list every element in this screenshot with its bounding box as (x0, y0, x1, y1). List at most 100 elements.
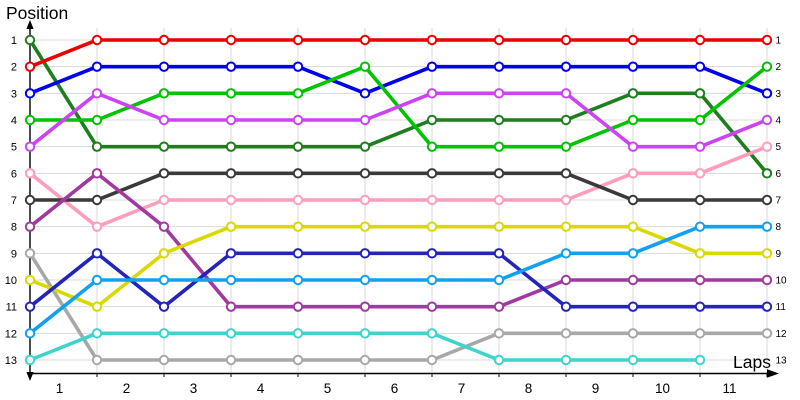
data-point-marker-yellow (359, 221, 371, 232)
data-point-marker-pink (694, 168, 706, 179)
data-point-marker-gray (359, 354, 371, 366)
data-point-marker-yellow (91, 301, 103, 312)
data-point-marker-red (24, 61, 36, 72)
data-point-marker-red (158, 34, 170, 46)
x-axis-arrow-icon (767, 369, 779, 378)
data-point-marker-navy (91, 248, 103, 259)
data-point-marker-dark-green (359, 141, 371, 152)
data-point-marker-blue (225, 61, 237, 72)
data-point-marker-navy (694, 301, 706, 312)
data-point-marker-magenta (359, 114, 371, 126)
data-point-marker-gray (91, 354, 103, 366)
data-point-marker-green (627, 114, 639, 126)
data-point-marker-magenta (560, 88, 572, 99)
data-point-marker-green (426, 141, 438, 152)
data-point-marker-dark-gray (359, 168, 371, 179)
data-point-marker-gray (24, 248, 36, 259)
data-point-marker-magenta (225, 114, 237, 126)
data-point-marker-blue (627, 61, 639, 72)
data-point-marker-dark-gray (627, 194, 639, 206)
data-point-marker-cyan (560, 354, 572, 366)
y-tick-label-right: 10 (776, 276, 788, 287)
y-axis-top-arrow-icon (26, 20, 34, 29)
data-point-marker-dark-gray (91, 194, 103, 206)
data-point-marker-blue (292, 61, 304, 72)
data-point-marker-dark-green (627, 88, 639, 99)
x-tick-label: 6 (391, 381, 399, 396)
y-tick-label-right: 3 (776, 89, 782, 100)
data-point-marker-green (694, 114, 706, 126)
y-tick-label-left: 11 (6, 302, 17, 314)
y-tick-label-right: 9 (776, 249, 782, 260)
y-tick-label-left: 13 (5, 355, 17, 367)
data-point-marker-purple (24, 221, 36, 232)
data-point-marker-light-blue (694, 221, 706, 232)
series-line-gray (28, 252, 767, 362)
x-tick-label: 3 (190, 381, 198, 396)
data-point-marker-yellow (761, 248, 773, 259)
data-point-marker-navy (225, 248, 237, 259)
data-point-marker-dark-green (91, 141, 103, 152)
x-tick-label: 11 (722, 381, 736, 396)
y-axis-title: Position (6, 3, 68, 23)
data-point-marker-magenta (694, 141, 706, 152)
data-point-marker-dark-green (761, 168, 773, 179)
data-point-marker-light-blue (426, 274, 438, 286)
data-point-marker-yellow (158, 248, 170, 259)
data-point-marker-dark-gray (761, 194, 773, 206)
y-tick-label-right: 4 (776, 116, 782, 127)
series-line-light-blue (28, 224, 767, 335)
data-point-marker-blue (694, 61, 706, 72)
y-tick-label-right: 12 (776, 329, 788, 340)
data-point-marker-dark-green (560, 114, 572, 126)
data-point-marker-green (225, 88, 237, 99)
y-tick-label-left: 1 (11, 35, 17, 47)
data-point-marker-magenta (91, 88, 103, 99)
data-point-marker-yellow (426, 221, 438, 232)
data-point-marker-green (292, 88, 304, 99)
data-point-marker-cyan (292, 328, 304, 339)
y-tick-label-right: 5 (776, 142, 782, 153)
data-point-marker-yellow (225, 221, 237, 232)
data-point-marker-purple (627, 274, 639, 286)
x-tick-label: 8 (525, 381, 533, 396)
y-tick-label-right: 13 (776, 356, 788, 367)
data-point-marker-light-blue (24, 328, 36, 339)
series-line-dark-gray (30, 171, 767, 202)
series-line-pink (28, 144, 768, 229)
data-point-marker-light-blue (560, 248, 572, 259)
data-point-marker-gray (158, 354, 170, 366)
data-point-marker-gray (627, 328, 639, 339)
y-tick-label-left: 9 (11, 248, 17, 260)
data-point-marker-dark-gray (225, 168, 237, 179)
data-point-marker-dark-gray (426, 168, 438, 179)
data-point-marker-pink (627, 168, 639, 179)
data-point-marker-dark-green (493, 114, 505, 126)
data-point-marker-purple (694, 274, 706, 286)
x-tick-label: 4 (257, 381, 265, 396)
data-point-marker-navy (560, 301, 572, 312)
data-point-marker-green (158, 88, 170, 99)
data-point-marker-green (493, 141, 505, 152)
data-point-marker-red (761, 34, 773, 46)
data-point-marker-navy (426, 248, 438, 259)
data-point-marker-gray (225, 354, 237, 366)
series-line-navy (28, 251, 767, 309)
data-point-marker-dark-gray (158, 168, 170, 179)
series-line-blue (29, 64, 768, 96)
data-point-marker-gray (761, 328, 773, 339)
data-point-marker-light-blue (158, 274, 170, 286)
data-point-marker-pink (158, 194, 170, 206)
y-tick-label-left: 6 (11, 168, 17, 180)
data-point-marker-cyan (91, 328, 103, 339)
y-tick-label-right: 8 (776, 222, 782, 233)
data-point-marker-cyan (158, 328, 170, 339)
data-point-marker-cyan (627, 354, 639, 366)
x-tick-label: 7 (458, 381, 466, 396)
data-point-marker-purple (158, 221, 170, 232)
data-point-marker-blue (24, 88, 36, 99)
data-point-marker-navy (627, 301, 639, 312)
data-point-marker-purple (91, 168, 103, 179)
data-point-marker-blue (761, 88, 773, 99)
